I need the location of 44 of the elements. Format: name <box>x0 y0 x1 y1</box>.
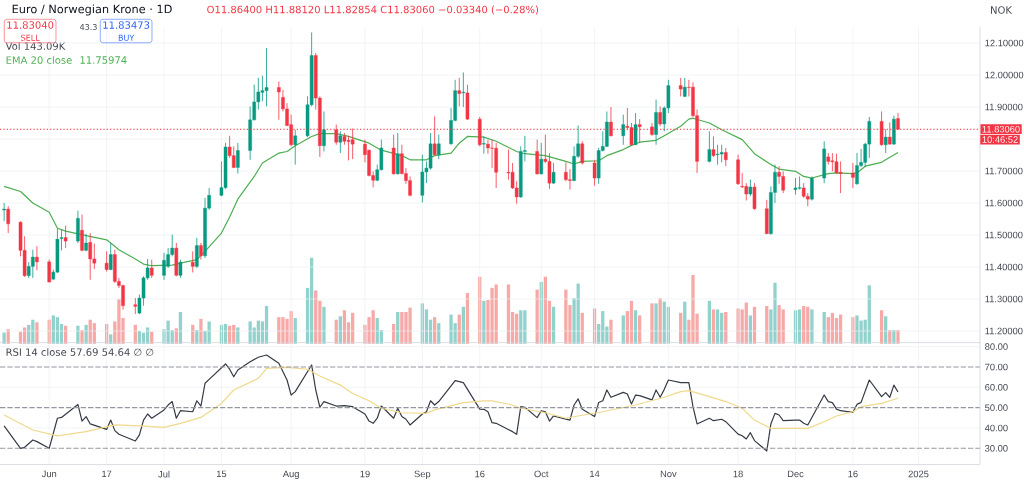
text: EMA 20 close <box>6 56 72 64</box>
y-tick-label: 11.60000 <box>985 199 1023 207</box>
x-tick-label: 15 <box>216 470 227 478</box>
y-tick-label: 60.00 <box>985 384 1008 391</box>
y-tick-label: 11.90000 <box>985 103 1023 111</box>
annotation: 43.3 <box>80 23 97 31</box>
annotation: 11.75974 <box>80 56 127 64</box>
chart-title: Euro / Norwegian Krone · 1D <box>12 4 172 16</box>
ref-line-label: 50.00 <box>985 404 1008 411</box>
x-tick-label: 14 <box>590 470 600 478</box>
y-axis-title: NOK <box>991 6 1013 14</box>
x-tick-label: Aug <box>282 470 299 479</box>
x-tick-label: Oct <box>534 470 549 478</box>
annotation: SELL <box>21 34 40 41</box>
text: O11.86400 H11.88120 L11.82854 C11.83060 −0.03340 (−0.28%) <box>207 5 539 15</box>
text: 10:46:52 <box>982 136 1018 143</box>
x-tick-label: 16 <box>475 470 485 478</box>
annotation: RSI 14 close 57.69 54.64 ∅ ∅ <box>6 348 154 356</box>
annotation: 11.83473 <box>103 21 150 29</box>
ref-line-label: 11.83060 <box>982 125 1020 133</box>
y-tick-label: 11.40000 <box>985 263 1023 271</box>
y-tick-label: 40.00 <box>984 424 1008 432</box>
y-tick-label: 11.20000 <box>985 327 1023 335</box>
x-tick-label: 16 <box>848 470 858 478</box>
annotation: 11.83040 <box>7 21 54 29</box>
annotation: Vol 143.09K <box>5 42 66 50</box>
ref-line-label: 30.00 <box>985 445 1008 452</box>
x-tick-label: Sep <box>414 470 431 480</box>
y-tick-label: 12.10000 <box>985 39 1024 47</box>
x-tick-label: Nov <box>660 470 677 478</box>
y-tick-label: 11.70000 <box>985 167 1023 175</box>
y-tick-label: 11.30000 <box>985 295 1023 303</box>
x-tick-label: 2025 <box>908 470 929 478</box>
x-tick-label: 18 <box>733 470 743 478</box>
x-tick-label: 19 <box>360 470 370 478</box>
x-tick-label: 17 <box>102 470 112 478</box>
y-tick-label: 80.00 <box>985 343 1008 350</box>
y-tick-label: 12.00000 <box>985 71 1024 79</box>
y-tick-label: 11.50000 <box>985 231 1023 239</box>
annotation: BUY <box>118 34 135 41</box>
x-tick-label: Jun <box>41 470 57 478</box>
x-tick-label: Dec <box>787 470 804 478</box>
x-tick-label: Jul <box>158 470 170 478</box>
ref-line-label: 70.00 <box>985 363 1008 371</box>
